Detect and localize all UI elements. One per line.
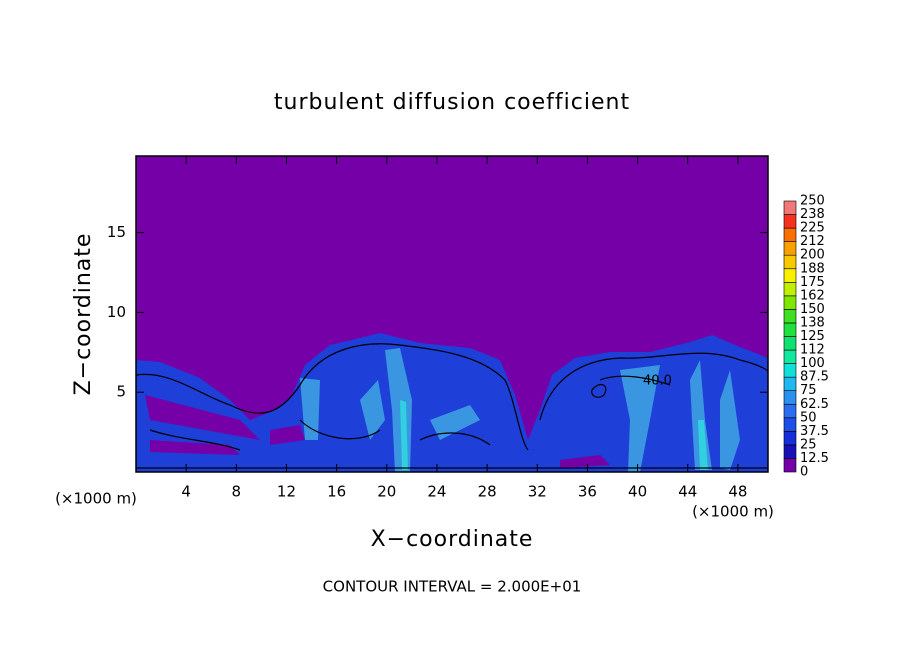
x-axis-label: X−coordinate	[371, 527, 534, 552]
colorbar-bin	[783, 241, 797, 256]
colorbar-label: 25	[800, 437, 817, 452]
x-tick-label: 48	[728, 483, 747, 501]
footer: CONTOUR INTERVAL = 2.000E+01	[323, 578, 582, 596]
x-tick-label: 32	[528, 483, 547, 501]
colorbar-bin	[783, 254, 797, 270]
y-tick-label: 15	[107, 223, 126, 241]
colorbar-label: 200	[800, 248, 825, 263]
x-unit: (×1000 m)	[692, 503, 774, 521]
colorbar-label: 100	[800, 356, 825, 371]
colorbar-label: 175	[800, 275, 825, 290]
colorbar-label: 250	[800, 194, 825, 209]
colorbar-bin	[783, 417, 797, 432]
field: 40.0	[135, 156, 769, 472]
colorbar-label: 62.5	[800, 397, 829, 412]
x-tick-label: 8	[232, 483, 242, 501]
contour-label: 40.0	[643, 374, 672, 389]
x-tick-label: 28	[478, 483, 497, 501]
colorbar-bin	[783, 458, 797, 473]
colorbar-bin	[783, 227, 797, 242]
colorbar-label: 12.5	[800, 451, 829, 466]
colorbar-bin	[783, 268, 797, 283]
colorbar-label: 75	[800, 383, 817, 398]
x-tick-label: 12	[277, 483, 296, 501]
colorbar-label: 238	[800, 207, 825, 222]
colorbar-label: 125	[800, 329, 825, 344]
plot-frame	[135, 155, 769, 473]
y-tick-label: 5	[116, 383, 126, 401]
colorbar-bin	[783, 363, 797, 378]
y-axis-label: Z−coordinate	[71, 233, 96, 396]
colorbar-bin	[783, 336, 797, 351]
colorbar-bin	[783, 214, 797, 229]
x-tick-label: 16	[327, 483, 346, 501]
colorbar-label: 87.5	[800, 370, 829, 385]
y-tick-label: 10	[107, 303, 126, 321]
colorbar-bin	[783, 200, 797, 215]
colorbar-bin	[783, 444, 797, 459]
colorbar-label: 225	[800, 221, 825, 236]
colorbar-label: 50	[800, 410, 817, 425]
field-stripes	[145, 395, 610, 468]
colorbar-label: 162	[800, 288, 825, 303]
colorbar-bin	[783, 403, 797, 419]
colorbar-label: 112	[800, 343, 825, 358]
colorbar-label: 150	[800, 302, 825, 317]
colorbar-bin	[783, 322, 797, 337]
colorbar-label: 188	[800, 261, 825, 276]
colorbar-bin	[783, 281, 797, 297]
x-tick-label: 20	[377, 483, 396, 501]
y-unit: (×1000 m)	[55, 490, 137, 508]
colorbar-bin	[783, 295, 797, 310]
x-tick-label: 40	[628, 483, 647, 501]
x-tick-label: 24	[427, 483, 446, 501]
colorbar-label: 138	[800, 315, 825, 330]
x-tick-label: 4	[181, 483, 191, 501]
colorbar-label: 37.5	[800, 424, 829, 439]
x-tick-label: 36	[578, 483, 597, 501]
chart-title: turbulent diffusion coefficient	[274, 90, 630, 115]
colorbar-label: 212	[800, 234, 825, 249]
colorbar-bin	[783, 309, 797, 324]
colorbar-bin	[783, 390, 797, 405]
x-tick-label: 44	[678, 483, 697, 501]
colorbar-bin	[783, 431, 797, 446]
colorbar-bin	[783, 376, 797, 391]
colorbar-bin	[783, 349, 797, 364]
contour-lines	[135, 343, 769, 469]
field-streak	[300, 348, 740, 472]
colorbar-label: 0	[800, 465, 808, 480]
